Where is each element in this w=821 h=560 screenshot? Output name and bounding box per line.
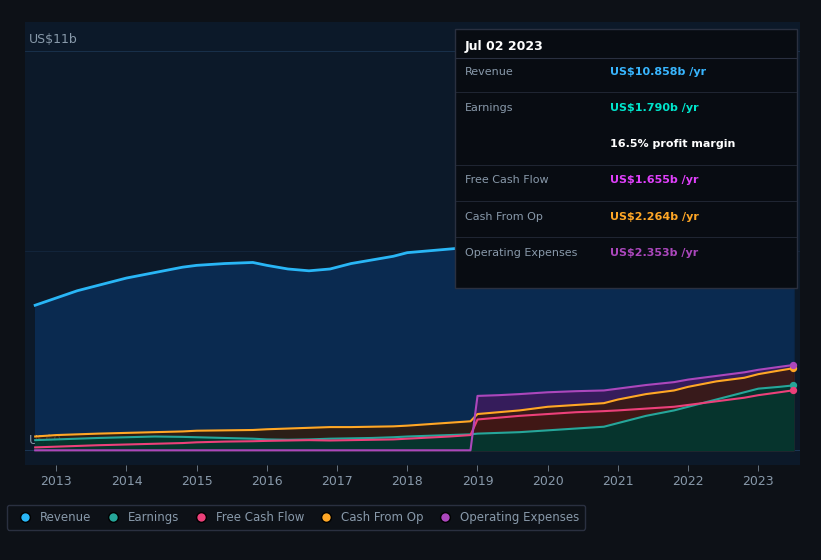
Text: Cash From Op: Cash From Op — [465, 212, 543, 222]
Legend: Revenue, Earnings, Free Cash Flow, Cash From Op, Operating Expenses: Revenue, Earnings, Free Cash Flow, Cash … — [7, 505, 585, 530]
Point — [787, 361, 800, 370]
Text: 16.5% profit margin: 16.5% profit margin — [610, 139, 736, 149]
Point — [787, 363, 800, 372]
Text: Free Cash Flow: Free Cash Flow — [465, 175, 548, 185]
Point — [787, 386, 800, 395]
FancyBboxPatch shape — [455, 29, 796, 288]
Text: Earnings: Earnings — [465, 103, 513, 113]
Text: US$2.353b /yr: US$2.353b /yr — [610, 248, 699, 258]
Text: US$0: US$0 — [29, 434, 62, 447]
Point — [787, 381, 800, 390]
Text: Operating Expenses: Operating Expenses — [465, 248, 577, 258]
Text: US$11b: US$11b — [29, 34, 77, 46]
Text: Revenue: Revenue — [465, 67, 513, 77]
Text: Jul 02 2023: Jul 02 2023 — [465, 40, 544, 53]
Text: US$10.858b /yr: US$10.858b /yr — [610, 67, 707, 77]
Point — [787, 52, 800, 61]
Text: US$1.790b /yr: US$1.790b /yr — [610, 103, 699, 113]
Text: US$2.264b /yr: US$2.264b /yr — [610, 212, 699, 222]
Text: US$1.655b /yr: US$1.655b /yr — [610, 175, 699, 185]
